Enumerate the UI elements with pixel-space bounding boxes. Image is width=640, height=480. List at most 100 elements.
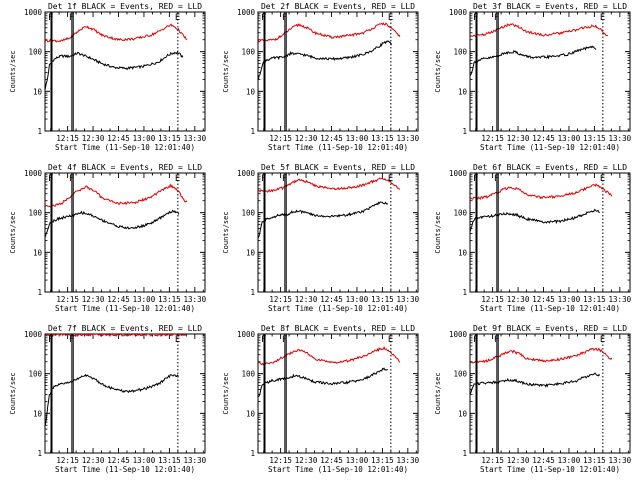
flag-label: E: [600, 174, 605, 184]
y-tick-label: 10: [246, 409, 256, 418]
panel-title: Det 2f BLACK = Events, RED = LLD: [261, 2, 415, 11]
y-tick-label: 1000: [449, 8, 468, 17]
plot-frame: [44, 11, 206, 132]
x-tick-label: 12:45: [532, 456, 555, 465]
x-tick-label: 13:30: [184, 295, 207, 304]
panel-title: Det 1f BLACK = Events, RED = LLD: [48, 2, 202, 11]
x-tick-label: 13:15: [371, 295, 394, 304]
y-tick-label: 1: [250, 288, 255, 297]
panel-det-9: Det 9f BLACK = Events, RED = LLD 1 10 100 10…: [434, 324, 632, 474]
y-tick-label: 100: [241, 48, 255, 57]
x-tick-label: 12:30: [507, 134, 530, 143]
y-tick-label: 10: [458, 87, 468, 96]
x-tick-label: 13:15: [158, 134, 181, 143]
x-tick-label: 12:15: [269, 456, 292, 465]
y-tick-label: 1000: [237, 169, 256, 178]
y-tick-label: 1000: [449, 169, 468, 178]
flag-label: F: [261, 13, 266, 23]
x-tick-label: 12:30: [82, 456, 105, 465]
x-tick-label: 13:15: [158, 456, 181, 465]
y-axis-label: Counts/sec: [222, 211, 230, 253]
series-lld: [45, 23, 187, 43]
panel-det-6: Det 6f BLACK = Events, RED = LLD 1 10 100 10…: [434, 163, 632, 313]
plot-frame: [257, 333, 419, 454]
series-events: [45, 209, 180, 238]
panel-title: Det 3f BLACK = Events, RED = LLD: [473, 2, 627, 11]
x-axis-label: Start Time (11-Sep-10 12:01:40): [268, 304, 408, 313]
panel-title: Det 4f BLACK = Events, RED = LLD: [48, 163, 202, 172]
flag-label: F: [282, 335, 287, 345]
x-tick-label: 13:00: [133, 134, 156, 143]
panel-det-3: Det 3f BLACK = Events, RED = LLD 1 10 100 10…: [434, 2, 632, 152]
y-tick-label: 1: [462, 449, 467, 458]
x-tick-label: 13:30: [184, 456, 207, 465]
flag-label: E: [175, 335, 180, 345]
plot-frame: [469, 11, 631, 132]
series-lld: [258, 177, 401, 193]
plot-frame: [469, 333, 631, 454]
x-tick-label: 12:45: [532, 134, 555, 143]
x-tick-label: 13:15: [158, 295, 181, 304]
x-tick-label: 13:30: [609, 134, 632, 143]
flag-label: F: [494, 335, 499, 345]
y-tick-label: 1000: [449, 330, 468, 339]
y-axis-label: Counts/sec: [434, 50, 442, 92]
flag-label: F: [48, 13, 53, 23]
x-axis-label: Start Time (11-Sep-10 12:01:40): [55, 304, 195, 313]
y-tick-label: 10: [246, 87, 256, 96]
x-tick-label: 12:30: [295, 134, 318, 143]
flag-label: F: [69, 13, 74, 23]
flag-label: E: [388, 174, 393, 184]
x-tick-label: 13:00: [346, 295, 369, 304]
x-tick-label: 12:15: [269, 295, 292, 304]
y-tick-label: 10: [33, 409, 43, 418]
x-tick-label: 13:15: [371, 456, 394, 465]
y-tick-label: 10: [246, 248, 256, 257]
flag-label: F: [473, 335, 478, 345]
x-tick-label: 13:00: [133, 456, 156, 465]
plot-frame: [257, 11, 419, 132]
flag-label: E: [388, 335, 393, 345]
panel-title: Det 6f BLACK = Events, RED = LLD: [473, 163, 627, 172]
x-tick-label: 13:15: [583, 134, 606, 143]
y-tick-label: 1: [250, 127, 255, 136]
y-axis-label: Counts/sec: [222, 50, 230, 92]
x-tick-label: 12:15: [481, 295, 504, 304]
y-tick-label: 1000: [237, 8, 256, 17]
flag-label: E: [388, 13, 393, 23]
y-tick-label: 1: [462, 288, 467, 297]
panel-title: Det 9f BLACK = Events, RED = LLD: [473, 324, 627, 333]
x-tick-label: 13:00: [558, 456, 581, 465]
flag-label: F: [494, 174, 499, 184]
x-tick-label: 13:15: [583, 456, 606, 465]
y-axis-label: Counts/sec: [434, 372, 442, 414]
y-axis-label: Counts/sec: [9, 211, 17, 253]
x-axis-label: Start Time (11-Sep-10 12:01:40): [268, 465, 408, 474]
series-events: [258, 40, 393, 80]
series-events: [470, 45, 597, 76]
y-tick-label: 1000: [24, 169, 43, 178]
x-axis-label: Start Time (11-Sep-10 12:01:40): [55, 143, 195, 152]
y-tick-label: 100: [241, 209, 255, 218]
series-lld: [45, 183, 188, 208]
x-tick-label: 13:00: [346, 456, 369, 465]
y-tick-label: 10: [33, 87, 43, 96]
plot-frame: [257, 172, 419, 293]
series-events: [45, 373, 179, 426]
y-tick-label: 1000: [24, 330, 43, 339]
x-tick-label: 12:30: [82, 295, 105, 304]
x-tick-label: 12:30: [507, 295, 530, 304]
x-tick-label: 13:00: [558, 134, 581, 143]
x-tick-label: 13:30: [609, 295, 632, 304]
series-events: [45, 51, 184, 90]
y-axis-label: Counts/sec: [434, 211, 442, 253]
x-tick-label: 12:30: [295, 295, 318, 304]
x-tick-label: 12:15: [481, 134, 504, 143]
y-tick-label: 1000: [237, 330, 256, 339]
y-axis-label: Counts/sec: [9, 50, 17, 92]
panel-det-8: Det 8f BLACK = Events, RED = LLD 1 10 100 10…: [222, 324, 420, 474]
x-tick-label: 12:45: [320, 295, 343, 304]
x-tick-label: 13:00: [558, 295, 581, 304]
x-tick-label: 12:45: [107, 134, 130, 143]
flag-label: E: [175, 13, 180, 23]
